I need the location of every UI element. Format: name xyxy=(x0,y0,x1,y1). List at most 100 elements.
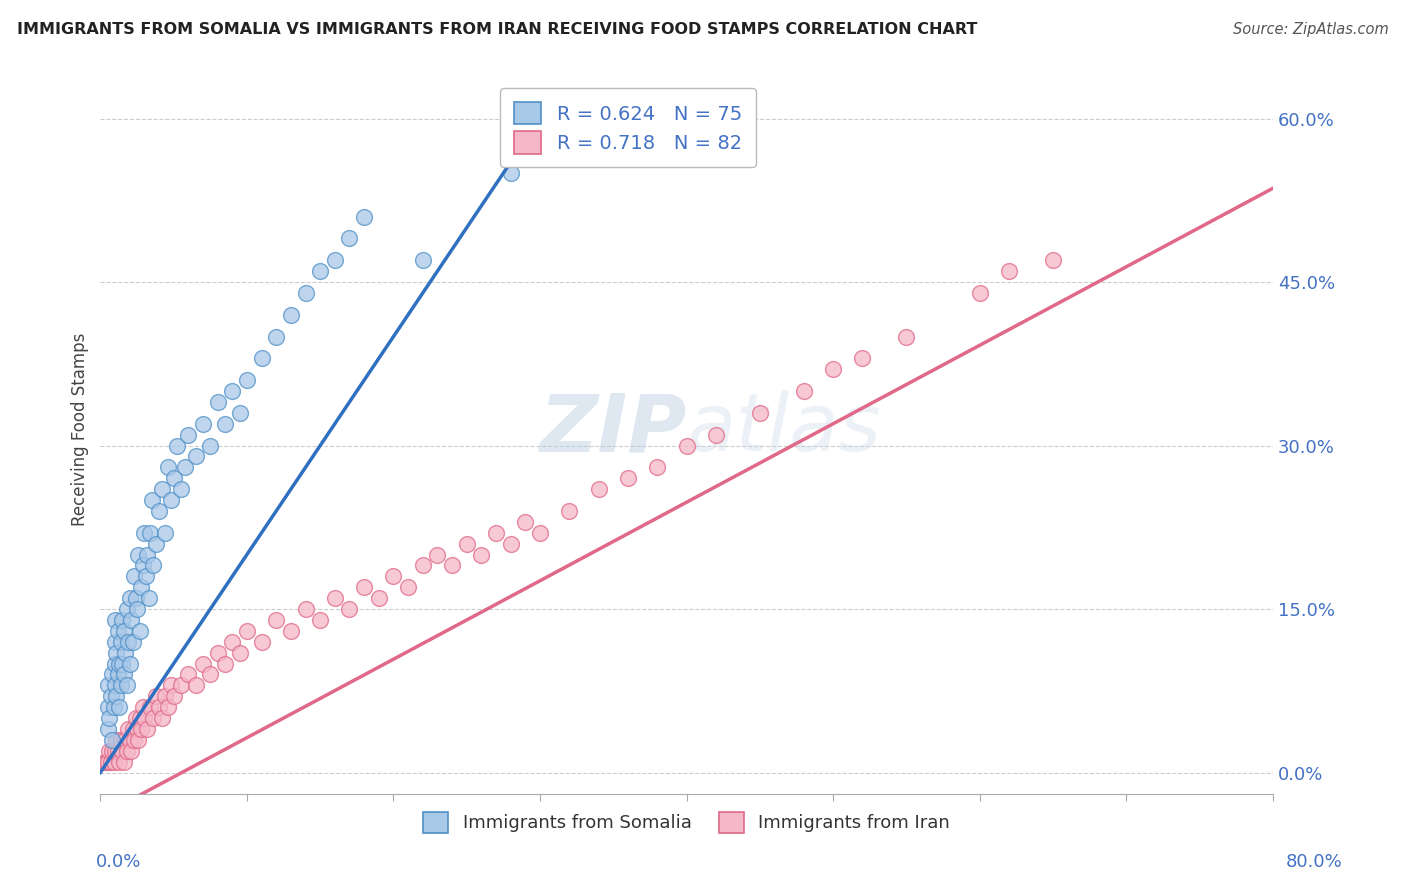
Point xyxy=(122,569,145,583)
Point xyxy=(145,536,167,550)
Point xyxy=(105,646,128,660)
Point xyxy=(617,471,640,485)
Text: 0.0%: 0.0% xyxy=(96,853,141,871)
Point xyxy=(207,646,229,660)
Point xyxy=(250,634,273,648)
Point xyxy=(823,362,845,376)
Point xyxy=(112,755,135,769)
Point xyxy=(1042,253,1064,268)
Point xyxy=(748,406,770,420)
Point xyxy=(129,624,152,638)
Point xyxy=(110,732,132,747)
Point xyxy=(236,373,259,387)
Point xyxy=(131,580,153,594)
Point xyxy=(166,439,188,453)
Point xyxy=(177,667,200,681)
Point xyxy=(353,580,375,594)
Point xyxy=(142,711,165,725)
Point xyxy=(264,329,287,343)
Text: 80.0%: 80.0% xyxy=(1286,853,1343,871)
Point xyxy=(104,613,127,627)
Point xyxy=(456,536,478,550)
Point xyxy=(105,690,128,704)
Point xyxy=(97,678,120,692)
Point xyxy=(159,493,181,508)
Point xyxy=(101,744,124,758)
Point xyxy=(228,646,250,660)
Point xyxy=(124,591,146,606)
Point xyxy=(105,732,128,747)
Point xyxy=(98,711,121,725)
Point xyxy=(323,253,346,268)
Point xyxy=(108,700,131,714)
Point xyxy=(112,624,135,638)
Point xyxy=(645,460,668,475)
Point xyxy=(127,548,149,562)
Point xyxy=(156,700,179,714)
Point xyxy=(236,624,259,638)
Point xyxy=(145,690,167,704)
Point xyxy=(100,690,122,704)
Point xyxy=(412,558,434,573)
Point xyxy=(111,657,134,671)
Point xyxy=(150,482,173,496)
Point xyxy=(162,690,184,704)
Point xyxy=(148,504,170,518)
Point xyxy=(200,439,222,453)
Point xyxy=(136,548,159,562)
Point xyxy=(108,657,131,671)
Point xyxy=(294,285,316,300)
Point xyxy=(153,690,176,704)
Point xyxy=(132,700,155,714)
Point xyxy=(280,624,302,638)
Point xyxy=(214,657,236,671)
Point xyxy=(114,732,136,747)
Point xyxy=(107,667,129,681)
Point xyxy=(104,634,127,648)
Point xyxy=(264,613,287,627)
Point xyxy=(115,678,138,692)
Point xyxy=(441,558,464,573)
Point xyxy=(111,613,134,627)
Point xyxy=(108,755,131,769)
Point xyxy=(115,744,138,758)
Point xyxy=(111,744,134,758)
Point xyxy=(170,678,193,692)
Point xyxy=(120,744,142,758)
Point xyxy=(184,678,207,692)
Point xyxy=(309,264,332,278)
Point xyxy=(104,657,127,671)
Point xyxy=(412,253,434,268)
Point xyxy=(107,744,129,758)
Point xyxy=(851,351,873,366)
Point xyxy=(170,482,193,496)
Point xyxy=(127,732,149,747)
Point xyxy=(139,700,162,714)
Point xyxy=(969,285,991,300)
Point xyxy=(131,722,153,736)
Point xyxy=(101,732,124,747)
Point xyxy=(118,657,141,671)
Point xyxy=(101,667,124,681)
Point xyxy=(125,722,148,736)
Point xyxy=(159,678,181,692)
Point xyxy=(134,711,156,725)
Point xyxy=(136,722,159,736)
Point xyxy=(588,482,610,496)
Point xyxy=(114,646,136,660)
Point xyxy=(294,602,316,616)
Point xyxy=(485,525,508,540)
Point xyxy=(207,395,229,409)
Point xyxy=(138,591,160,606)
Point xyxy=(529,525,551,540)
Point xyxy=(998,264,1021,278)
Point xyxy=(470,548,492,562)
Point xyxy=(100,755,122,769)
Point xyxy=(118,732,141,747)
Point xyxy=(675,439,697,453)
Point xyxy=(120,613,142,627)
Point xyxy=(148,700,170,714)
Point xyxy=(115,602,138,616)
Point xyxy=(396,580,419,594)
Y-axis label: Receiving Food Stamps: Receiving Food Stamps xyxy=(72,333,89,526)
